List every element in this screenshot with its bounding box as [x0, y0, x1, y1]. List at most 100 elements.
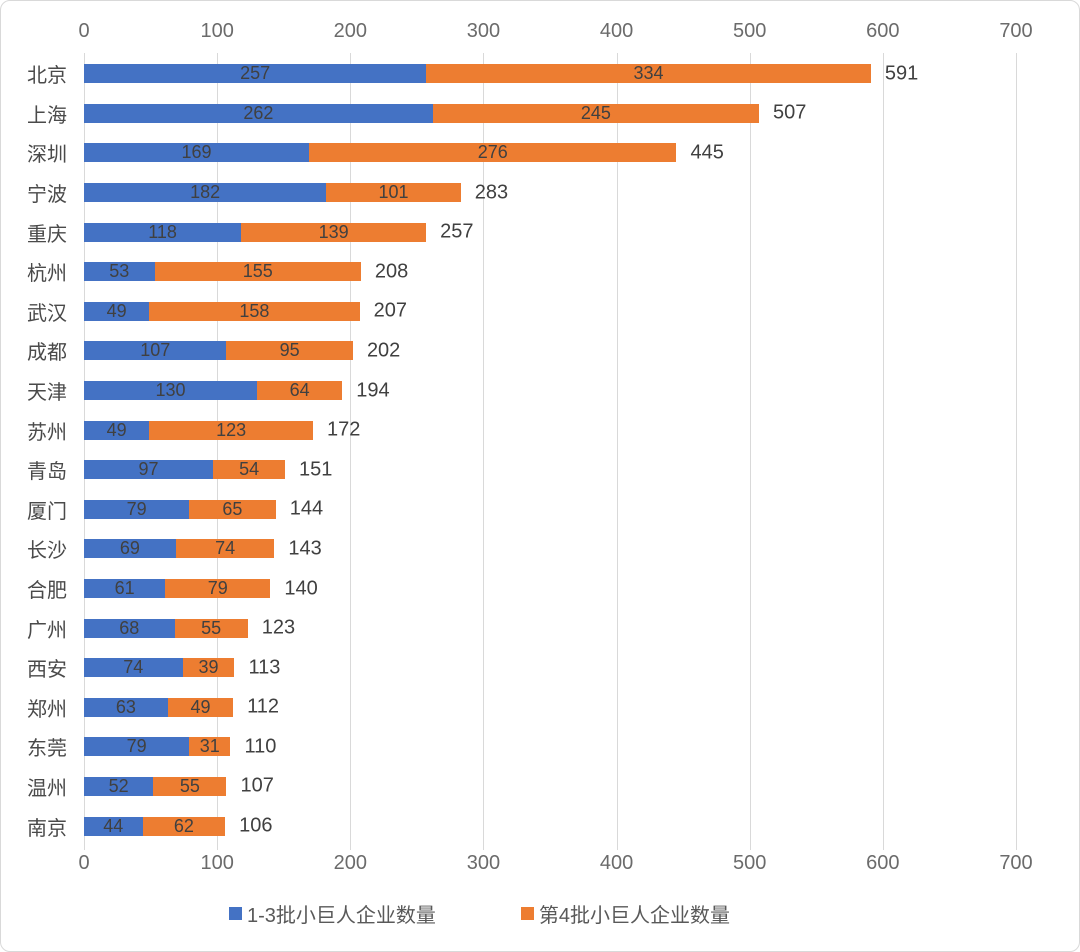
bar-segment-value: 155	[242, 261, 273, 282]
bar-total-value: 207	[373, 299, 407, 322]
bar-segment-value: 49	[106, 419, 127, 440]
bar-row: 68 55 123	[84, 608, 1016, 648]
bar-row: 61 79 140	[84, 569, 1016, 609]
bar-total-value: 257	[440, 220, 474, 243]
bar-segment-series2: 64	[257, 380, 343, 401]
bar-row: 182 101 283	[84, 173, 1016, 213]
bar-segment-value: 257	[240, 63, 271, 84]
stacked-bar: 79 31 110	[84, 735, 1016, 758]
bar-segment-value: 55	[201, 617, 222, 638]
bar-row: 74 39 113	[84, 648, 1016, 688]
stacked-bar: 182 101 283	[84, 181, 1016, 203]
bar-segment-series1: 107	[84, 340, 227, 361]
bar-segment-value: 49	[106, 300, 127, 321]
bar-total-value: 123	[261, 616, 296, 639]
bar-total-value: 151	[299, 458, 333, 481]
bar-segment-value: 95	[279, 340, 300, 361]
bar-segment-series2: 158	[149, 301, 360, 321]
bar-segment-value: 79	[126, 498, 147, 519]
bar-segment-value: 44	[103, 815, 124, 836]
bar-segment-value: 182	[190, 182, 221, 203]
bar-segment-series2: 74	[175, 538, 275, 559]
gridline	[616, 53, 618, 850]
bar-segment-series2: 334	[426, 63, 871, 84]
legend: 1-3批小巨人企业数量 第4批小巨人企业数量	[229, 899, 730, 927]
bar-segment-series1: 49	[84, 300, 150, 321]
stacked-bar: 130 64 194	[84, 379, 1016, 402]
stacked-bar: 53 155 208	[84, 260, 1016, 283]
category-label: 重庆	[27, 223, 67, 246]
bar-segment-series2: 123	[149, 420, 313, 440]
bar-row: 52 55 107	[84, 767, 1016, 807]
x-axis-tick-label: 300	[466, 852, 501, 874]
category-label: 西安	[27, 659, 67, 682]
x-axis-tick-label: 600	[866, 852, 900, 874]
bar-segment-value: 63	[115, 696, 136, 717]
bar-row: 79 65 144	[84, 490, 1016, 530]
gridline	[749, 53, 751, 850]
category-label: 深圳	[27, 144, 67, 167]
bar-row: 49 158 207	[84, 292, 1016, 332]
category-label: 苏州	[27, 421, 67, 444]
bar-total-value: 194	[356, 379, 390, 402]
x-axis-tick-label: 100	[200, 852, 234, 874]
bar-segment-series1: 118	[84, 222, 242, 242]
bottom-axis: 0 100 200 300 400 500 600 700	[78, 848, 1032, 878]
stacked-bar: 74 39 113	[84, 656, 1016, 678]
bar-row: 262 245 507	[84, 94, 1016, 134]
bar-row: 79 31 110	[84, 727, 1016, 767]
x-axis-tick-label: 0	[78, 852, 90, 874]
category-labels: 北京 上海 深圳 宁波 重庆 杭州 武汉 成都 天津 苏州 青岛 厦门 长沙 合肥 广州 西安 郑州 东莞 温州 南京	[1, 54, 67, 846]
bar-segment-series1: 79	[84, 736, 190, 757]
bar-segment-value: 69	[119, 538, 140, 559]
bar-segment-series1: 53	[84, 261, 155, 282]
gridline	[84, 53, 85, 850]
category-label: 上海	[27, 104, 67, 127]
bar-segment-value: 74	[215, 538, 236, 559]
bar-total-value: 140	[284, 577, 318, 600]
category-label: 宁波	[27, 184, 67, 207]
category-label: 杭州	[27, 263, 67, 286]
bar-segment-value: 49	[190, 696, 211, 717]
bar-total-value: 110	[244, 735, 277, 758]
bar-segment-series1: 68	[84, 618, 175, 638]
bar-row: 53 155 208	[84, 252, 1016, 292]
bar-segment-value: 97	[138, 459, 159, 480]
bar-total-value: 172	[327, 418, 361, 441]
bar-segment-value: 74	[123, 657, 144, 678]
bar-segment-series2: 31	[189, 736, 231, 757]
bar-segment-series1: 182	[84, 182, 327, 203]
bar-segment-value: 55	[179, 775, 200, 796]
series2-swatch-icon	[520, 906, 534, 920]
stacked-bar: 262 245 507	[84, 102, 1016, 124]
series1-swatch-icon	[229, 906, 242, 920]
bar-row: 49 123 172	[84, 410, 1016, 450]
stacked-bar: 49 123 172	[84, 418, 1016, 441]
bar-segment-value: 79	[126, 736, 147, 757]
stacked-bar: 97 54 151	[84, 458, 1016, 481]
bar-segment-series1: 44	[84, 815, 143, 836]
bar-segment-series1: 52	[84, 776, 154, 796]
bar-segment-series1: 262	[84, 103, 433, 123]
bar-total-value: 208	[374, 260, 409, 283]
gridline	[483, 53, 485, 850]
bar-segment-series2: 49	[167, 696, 234, 717]
stacked-bar: 107 95 202	[84, 339, 1016, 362]
stacked-bar: 79 65 144	[84, 498, 1016, 520]
stacked-bar: 68 55 123	[84, 616, 1016, 639]
gridline	[350, 53, 352, 850]
bar-segment-value: 139	[318, 221, 349, 242]
bar-segment-value: 107	[140, 340, 171, 361]
bar-segment-series1: 169	[84, 142, 309, 163]
stacked-bar: 61 79 140	[84, 577, 1016, 600]
category-label: 南京	[27, 817, 67, 840]
category-label: 北京	[27, 65, 67, 88]
stacked-bar: 49 158 207	[84, 299, 1016, 322]
category-label: 合肥	[27, 580, 67, 603]
bar-segment-series2: 276	[309, 142, 677, 163]
bar-row: 130 64 194	[84, 371, 1016, 411]
bar-total-value: 112	[247, 695, 279, 718]
bar-total-value: 202	[366, 339, 401, 362]
bar-segment-value: 39	[198, 657, 219, 678]
